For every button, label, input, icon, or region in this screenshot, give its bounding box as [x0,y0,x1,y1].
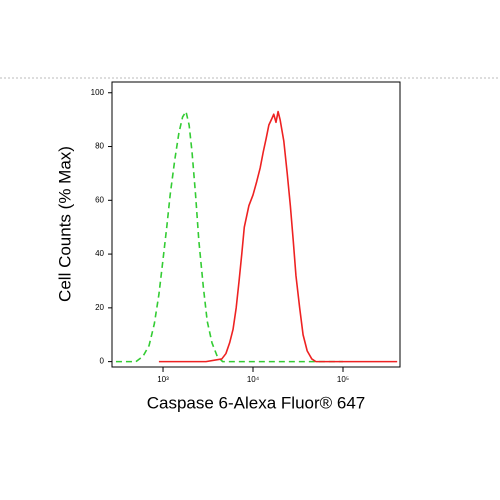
x-tick-label: 10⁵ [337,375,349,384]
x-axis-label: Caspase 6-Alexa Fluor® 647 [147,393,366,412]
y-tick-label: 80 [95,142,104,151]
plot-frame [111,81,401,368]
histogram-line [115,110,343,363]
x-tick-label: 10⁴ [247,375,260,384]
histogram-line [158,110,398,363]
y-tick-label: 60 [95,195,104,204]
y-tick-label: 100 [91,88,105,97]
y-axis-label: Cell Counts (% Max) [55,146,74,302]
y-tick-label: 0 [100,357,105,366]
y-tick-label: 20 [95,303,104,312]
x-tick-label: 10³ [157,375,169,384]
y-tick-label: 40 [95,249,104,258]
